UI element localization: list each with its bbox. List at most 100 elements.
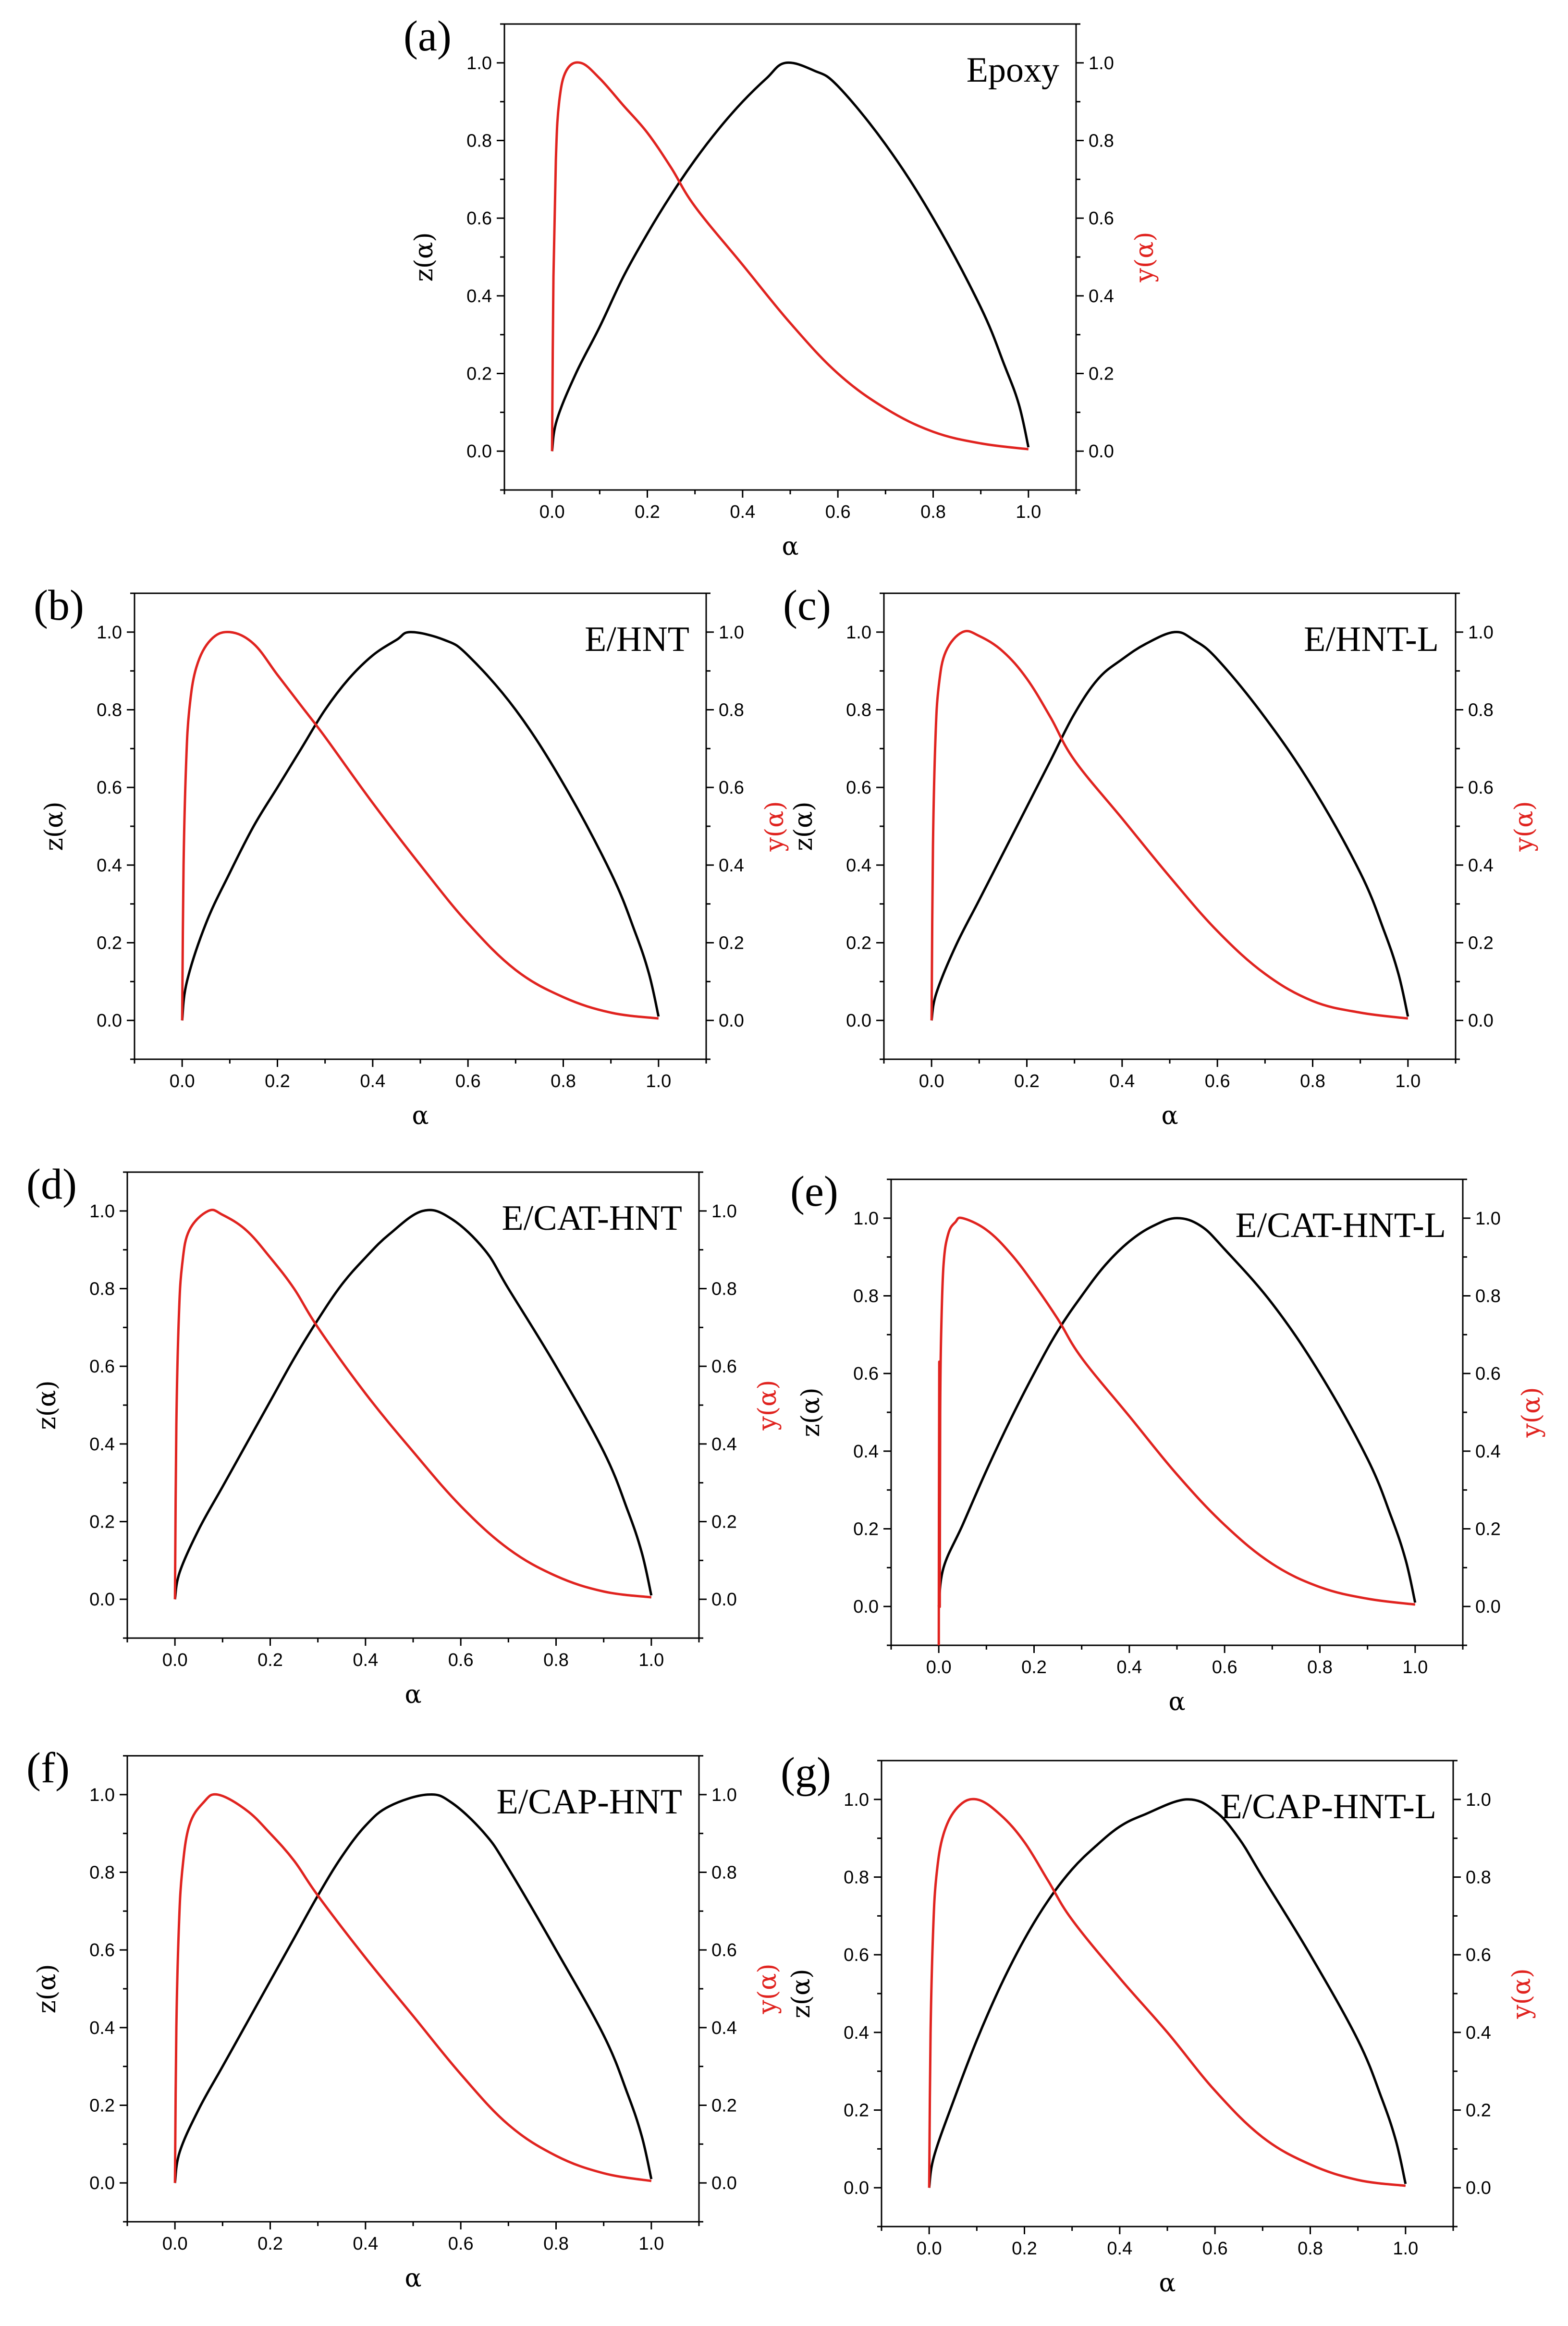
y-left-tick-label: 1.0 bbox=[89, 1201, 115, 1222]
y-left-tick-label: 0.0 bbox=[89, 1590, 115, 1610]
y-alpha-curve bbox=[173, 1793, 652, 2183]
y-right-tick-label: 0.6 bbox=[711, 1940, 737, 1960]
y-right-tick-label: 0.6 bbox=[1468, 778, 1494, 798]
y-right-tick-label: 1.0 bbox=[1475, 1209, 1501, 1229]
y-right-tick-label: 0.6 bbox=[1466, 1945, 1491, 1965]
y-left-tick-label: 0.2 bbox=[853, 1519, 879, 1540]
y-left-axis-label: z(α) bbox=[40, 801, 69, 851]
x-axis-label: α bbox=[782, 532, 798, 561]
y-right-axis-label: y(α) bbox=[753, 1963, 782, 2014]
y-left-tick-label: 0.4 bbox=[97, 856, 122, 876]
x-tick-label: 0.8 bbox=[1307, 1657, 1333, 1677]
y-left-tick-label: 0.4 bbox=[844, 2023, 869, 2043]
y-left-tick-label: 0.4 bbox=[89, 2018, 115, 2038]
plot-frame bbox=[126, 1171, 700, 1639]
y-right-tick-label: 0.0 bbox=[719, 1011, 744, 1031]
z-alpha-curve bbox=[181, 631, 660, 1021]
y-right-tick-label: 1.0 bbox=[1089, 53, 1114, 73]
plot-frame bbox=[134, 592, 707, 1060]
y-left-tick-label: 0.8 bbox=[97, 700, 122, 721]
y-right-tick-label: 0.8 bbox=[711, 1279, 737, 1299]
y-right-tick-label: 1.0 bbox=[1466, 1790, 1491, 1810]
y-left-tick-label: 0.2 bbox=[97, 933, 122, 954]
y-right-tick-label: 0.6 bbox=[1089, 208, 1114, 229]
y-left-tick-label: 0.0 bbox=[853, 1597, 879, 1617]
x-tick-label: 0.4 bbox=[360, 1071, 385, 1091]
y-alpha-curve bbox=[181, 631, 659, 1021]
y-right-axis-label: y(α) bbox=[760, 801, 789, 852]
y-left-tick-label: 1.0 bbox=[853, 1209, 879, 1229]
x-tick-label: 1.0 bbox=[638, 2234, 664, 2254]
y-left-tick-label: 0.8 bbox=[89, 1279, 115, 1299]
panel-letter: (f) bbox=[26, 1744, 70, 1792]
y-left-axis-label: z(α) bbox=[33, 1380, 61, 1430]
y-left-axis-label: z(α) bbox=[787, 1969, 816, 2018]
y-left-tick-label: 0.0 bbox=[97, 1011, 122, 1031]
y-left-tick-label: 0.6 bbox=[844, 1945, 869, 1965]
y-right-tick-label: 0.0 bbox=[1475, 1597, 1501, 1617]
y-left-tick-label: 1.0 bbox=[844, 1790, 869, 1810]
y-left-tick-label: 0.4 bbox=[89, 1434, 115, 1455]
x-tick-label: 0.8 bbox=[543, 2234, 569, 2254]
y-right-tick-label: 0.8 bbox=[1475, 1286, 1501, 1307]
panel-letter: (d) bbox=[26, 1161, 77, 1208]
y-right-tick-label: 0.4 bbox=[711, 2018, 737, 2038]
x-tick-label: 0.4 bbox=[730, 502, 755, 522]
x-tick-label: 1.0 bbox=[638, 1650, 664, 1670]
y-left-tick-label: 0.4 bbox=[466, 286, 492, 306]
y-left-tick-label: 0.8 bbox=[89, 1863, 115, 1883]
y-right-axis-label: y(α) bbox=[1130, 232, 1159, 282]
x-tick-label: 0.2 bbox=[257, 1650, 283, 1670]
y-alpha-curve bbox=[937, 1216, 1416, 1646]
plot-frame bbox=[881, 1760, 1454, 2228]
y-right-tick-label: 0.8 bbox=[719, 700, 744, 721]
x-tick-label: 0.4 bbox=[1109, 1071, 1135, 1091]
y-left-tick-label: 0.6 bbox=[97, 778, 122, 798]
y-left-tick-label: 0.2 bbox=[466, 364, 492, 384]
x-tick-label: 0.6 bbox=[1205, 1071, 1230, 1091]
x-tick-label: 0.0 bbox=[170, 1071, 195, 1091]
y-left-tick-label: 0.6 bbox=[853, 1364, 879, 1384]
x-tick-label: 0.6 bbox=[825, 502, 851, 522]
z-alpha-curve bbox=[173, 1209, 653, 1600]
y-right-tick-label: 0.6 bbox=[711, 1357, 737, 1377]
y-right-tick-label: 0.2 bbox=[1475, 1519, 1501, 1540]
y-alpha-curve bbox=[928, 1798, 1406, 2188]
y-right-tick-label: 0.2 bbox=[719, 933, 744, 954]
panel-title: E/HNT-L bbox=[1304, 620, 1439, 659]
x-tick-label: 0.8 bbox=[1298, 2239, 1323, 2259]
x-tick-label: 0.0 bbox=[919, 1071, 944, 1091]
x-tick-label: 0.2 bbox=[257, 2234, 283, 2254]
panel-letter: (e) bbox=[790, 1168, 838, 1215]
panel-title: Epoxy bbox=[967, 50, 1059, 90]
y-right-axis-label: y(α) bbox=[753, 1380, 782, 1431]
y-left-tick-label: 0.8 bbox=[853, 1286, 879, 1307]
y-left-axis-label: z(α) bbox=[410, 232, 439, 282]
panel-title: E/CAP-HNT bbox=[497, 1782, 682, 1822]
x-tick-label: 0.0 bbox=[926, 1657, 952, 1677]
panel-letter: (g) bbox=[781, 1749, 831, 1797]
x-tick-label: 0.8 bbox=[920, 502, 946, 522]
x-tick-label: 0.6 bbox=[455, 1071, 481, 1091]
y-left-tick-label: 0.6 bbox=[89, 1940, 115, 1960]
panel-letter: (a) bbox=[404, 12, 452, 60]
y-right-tick-label: 0.0 bbox=[1466, 2178, 1491, 2198]
y-left-tick-label: 0.0 bbox=[466, 441, 492, 462]
x-axis-label: α bbox=[404, 2264, 421, 2293]
panel-title: E/HNT bbox=[585, 620, 689, 659]
y-right-tick-label: 0.4 bbox=[1466, 2023, 1491, 2043]
panel-title: E/CAT-HNT-L bbox=[1235, 1206, 1446, 1245]
y-left-axis-label: z(α) bbox=[789, 801, 818, 851]
y-left-tick-label: 0.6 bbox=[89, 1357, 115, 1377]
y-right-tick-label: 0.4 bbox=[719, 856, 744, 876]
y-left-tick-label: 1.0 bbox=[89, 1785, 115, 1805]
y-left-tick-label: 0.4 bbox=[846, 856, 871, 876]
y-right-axis-label: y(α) bbox=[1510, 801, 1539, 852]
x-tick-label: 1.0 bbox=[1393, 2239, 1418, 2259]
x-tick-label: 1.0 bbox=[1395, 1071, 1421, 1091]
y-left-tick-label: 0.8 bbox=[466, 131, 492, 151]
x-tick-label: 0.2 bbox=[265, 1071, 290, 1091]
y-left-tick-label: 1.0 bbox=[97, 623, 122, 643]
plot-frame bbox=[126, 1755, 700, 2223]
y-right-tick-label: 1.0 bbox=[711, 1201, 737, 1222]
